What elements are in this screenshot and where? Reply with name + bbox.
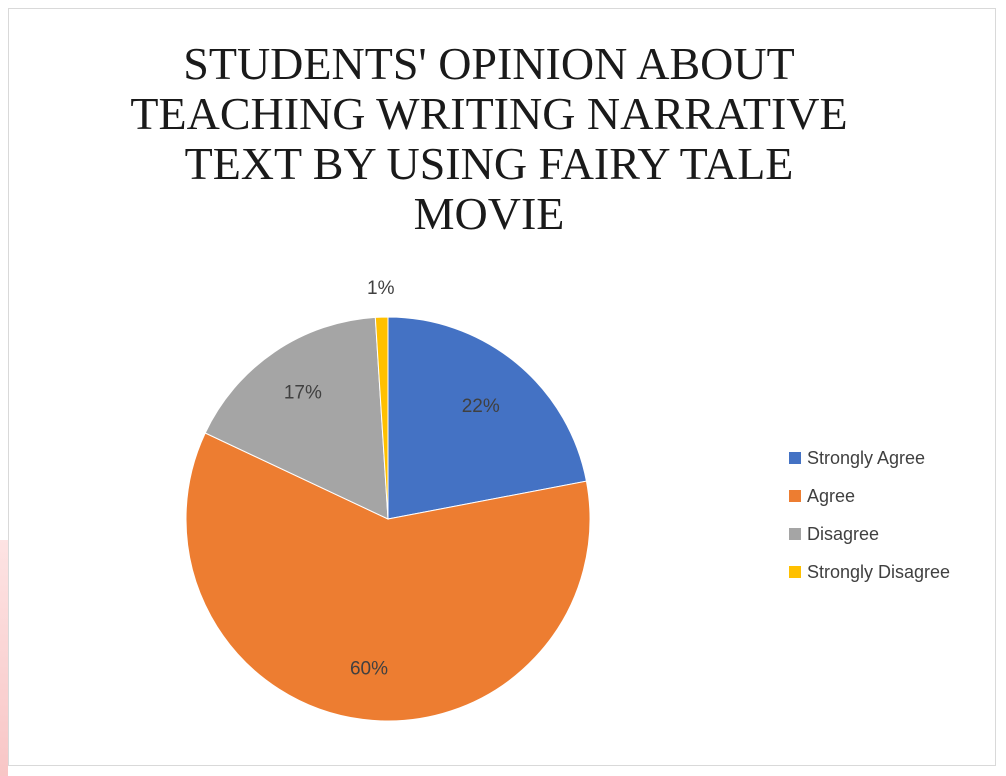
legend-item-disagree: Disagree [789,515,1006,553]
chart-title: STUDENTS' OPINION ABOUT TEACHING WRITING… [49,39,929,239]
legend-item-strongly-disagree: Strongly Disagree [789,553,1006,591]
legend-item-agree: Agree [789,477,1006,515]
legend-item-strongly-agree: Strongly Agree [789,439,1006,477]
legend-label-strongly-agree: Strongly Agree [807,447,926,468]
chart-title-line-3: TEXT BY USING FAIRY TALE [184,138,794,189]
page-edge-decoration [0,540,8,776]
pie-label-strongly-agree: 22% [462,396,500,417]
legend-swatch-agree [789,490,801,502]
legend-swatch-strongly-agree [789,452,801,464]
legend-label-agree: Agree [807,485,856,506]
pie-label-strongly-disagree: 1% [367,278,395,299]
pie-slice-agree [185,432,591,722]
chart-title-line-1: STUDENTS' OPINION ABOUT [183,38,795,89]
legend-swatch-strongly-disagree [789,566,801,578]
pie-slice-disagree [204,316,389,520]
chart-title-line-2: TEACHING WRITING NARRATIVE [130,88,848,139]
chart-title-line-4: MOVIE [413,188,565,239]
pie-slice-strongly-disagree [374,316,389,520]
pie-label-agree: 60% [350,658,388,679]
pie-label-disagree: 17% [284,383,322,404]
legend-label-strongly-disagree: Strongly Disagree [807,561,951,582]
legend-label-disagree: Disagree [807,523,880,544]
pie-slice-strongly-agree [387,316,588,520]
legend-swatch-disagree [789,528,801,540]
legend: Strongly Agree Agree Disagree Strongly D… [789,439,1006,591]
